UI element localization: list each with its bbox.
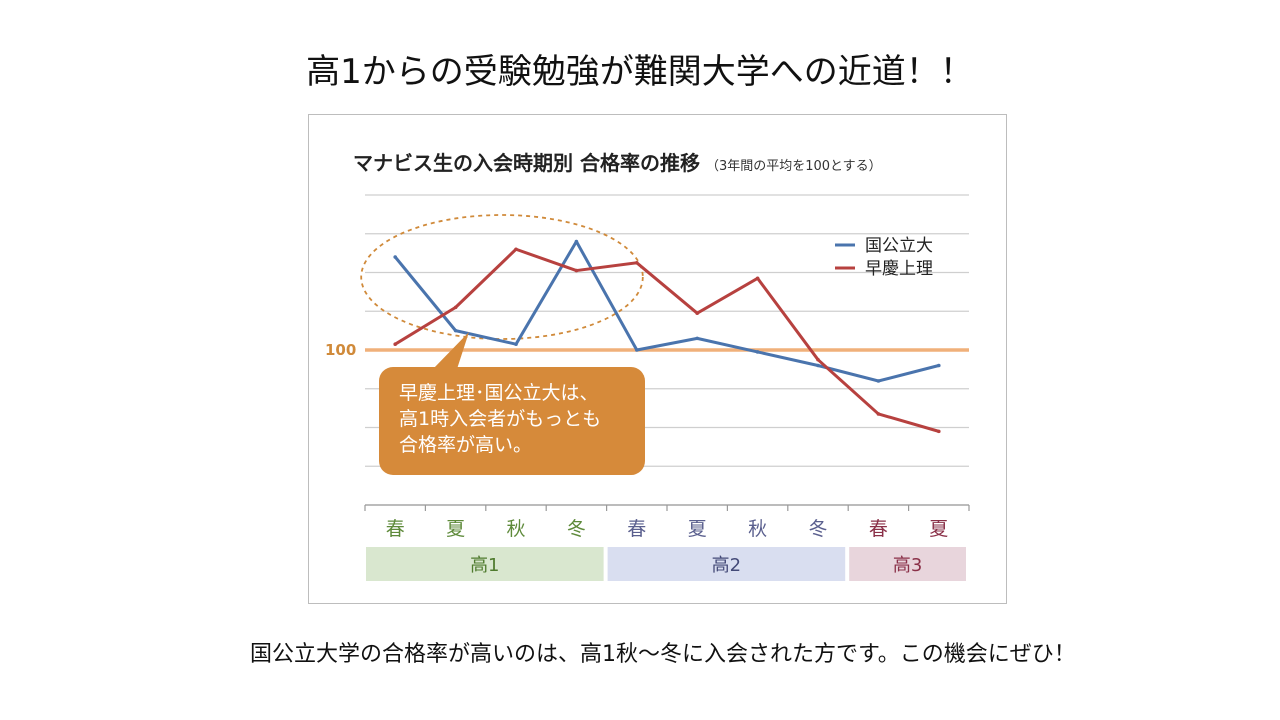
- x-tick-label: 冬: [567, 518, 586, 540]
- data-point: [453, 328, 458, 333]
- grade-band: [607, 547, 846, 581]
- data-point: [393, 255, 397, 259]
- highlight-ellipse: [360, 214, 644, 340]
- data-point: [514, 342, 518, 346]
- data-point: [574, 268, 579, 273]
- data-point: [876, 412, 881, 416]
- line-chart: 100 国公立大早慶上理早慶上理･国公立大は、高1時入会者がもっとも合格率が高い。…: [325, 194, 970, 581]
- x-tick-label: 夏: [929, 518, 948, 540]
- chart-subtitle: （3年間の平均を100とする）: [705, 159, 882, 174]
- data-point: [755, 276, 760, 281]
- callout-pointer: [433, 332, 469, 369]
- callout-text: 合格率が高い。: [399, 434, 532, 456]
- x-tick-label: 春: [869, 518, 888, 540]
- data-point: [695, 336, 699, 341]
- x-tick-label: 秋: [506, 518, 525, 540]
- data-point: [816, 357, 820, 362]
- grade-band: [366, 547, 604, 581]
- data-point: [635, 348, 639, 352]
- grade-band-label: 高2: [712, 555, 741, 576]
- slide-title: 高1からの受験勉強が難関大学への近道！！: [306, 52, 974, 92]
- series-line-2: [393, 247, 941, 433]
- data-point: [393, 342, 397, 346]
- series-line-1: [393, 240, 941, 383]
- footer-text: 国公立大学の合格率が高いのは、高1秋～冬に入会された方です。この機会にぜひ！: [250, 642, 1076, 667]
- x-tick-label: 春: [386, 518, 405, 540]
- callout-text: 高1時入会者がもっとも: [399, 408, 601, 430]
- chart-title: マナビス生の入会時期別 合格率の推移 （3年間の平均を100とする）: [353, 147, 882, 176]
- data-point: [635, 261, 639, 265]
- grade-band: [849, 547, 966, 581]
- reference-label: 100: [325, 341, 356, 359]
- chart-title-text: マナビス生の入会時期別 合格率の推移: [353, 151, 700, 175]
- x-tick-label: 春: [627, 518, 646, 540]
- grade-band-label: 高3: [893, 555, 922, 576]
- data-point: [755, 350, 760, 354]
- x-tick-label: 夏: [688, 518, 707, 540]
- data-point: [514, 247, 518, 252]
- legend-label: 早慶上理: [865, 259, 933, 279]
- data-point: [695, 311, 699, 315]
- data-point: [937, 363, 941, 368]
- data-point: [453, 305, 458, 310]
- data-point: [574, 239, 579, 244]
- x-tick-label: 秋: [748, 518, 767, 540]
- data-point: [816, 363, 820, 368]
- data-point: [876, 379, 881, 383]
- legend-label: 国公立大: [865, 236, 933, 256]
- x-tick-label: 夏: [446, 518, 465, 540]
- chart-frame: マナビス生の入会時期別 合格率の推移 （3年間の平均を100とする） 100 国公立…: [308, 114, 1007, 604]
- callout-bubble: [379, 367, 645, 475]
- data-point: [937, 429, 941, 434]
- grade-band-label: 高1: [470, 555, 499, 576]
- x-tick-label: 冬: [808, 518, 827, 540]
- callout-text: 早慶上理･国公立大は、: [399, 382, 599, 404]
